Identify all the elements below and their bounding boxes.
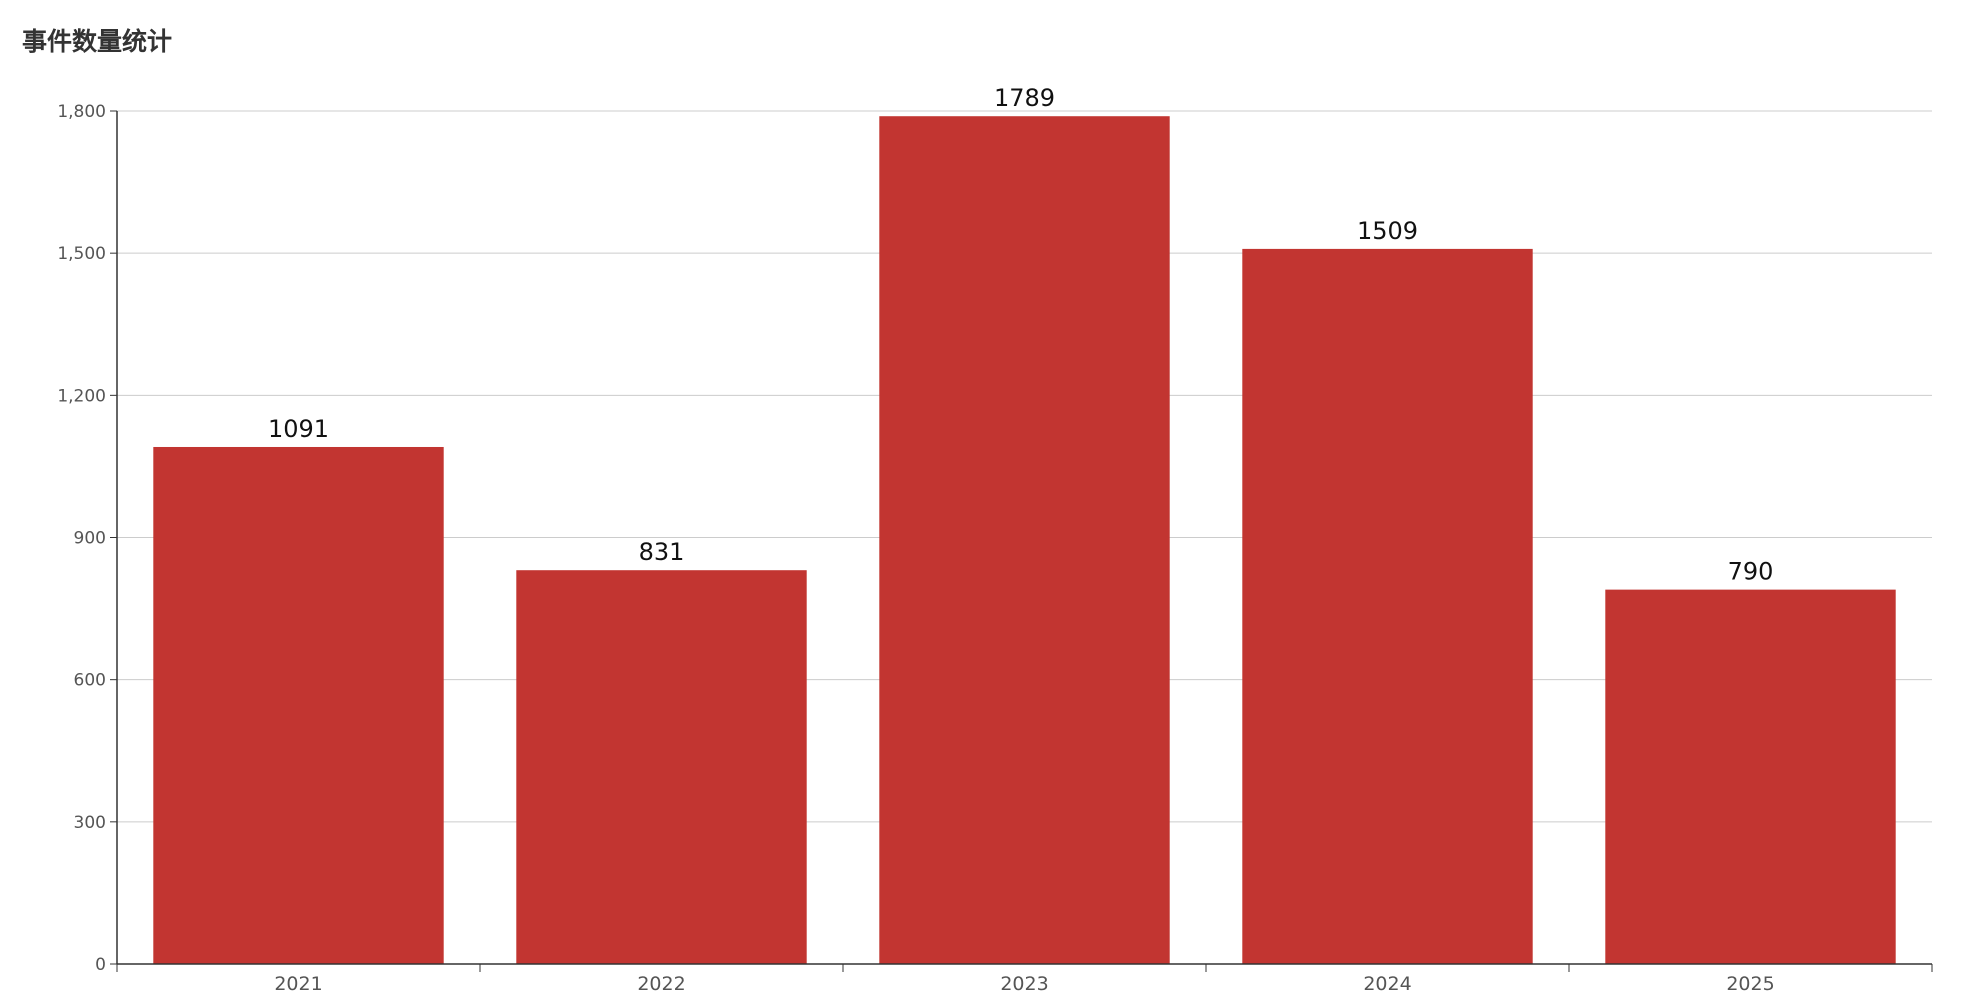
x-tick-label: 2022 (637, 973, 685, 995)
x-tick-label: 2023 (1000, 973, 1048, 995)
bar (516, 570, 807, 964)
y-axis-ticks: 0 300 600 900 1,200 1,500 1,800 (57, 102, 117, 975)
y-tick-label: 1,200 (57, 386, 106, 406)
bar-value-label: 1509 (1357, 217, 1418, 245)
bar-value-label: 790 (1728, 558, 1774, 586)
y-tick-label: 0 (95, 955, 106, 975)
y-tick-label: 1,800 (57, 102, 106, 122)
y-tick-label: 300 (74, 813, 106, 833)
chart-title: 事件数量统计 (22, 27, 173, 56)
y-tick-label: 1,500 (57, 244, 106, 264)
data-labels: 1091 831 1789 1509 790 (268, 84, 1773, 585)
bar-value-label: 1091 (268, 415, 329, 443)
x-tick-label: 2025 (1726, 973, 1774, 995)
bar (879, 116, 1170, 965)
bar-value-label: 831 (639, 538, 685, 566)
y-tick-label: 900 (74, 529, 106, 549)
y-tick-label: 600 (74, 671, 106, 691)
x-tick-label: 2021 (274, 973, 322, 995)
bar (153, 446, 444, 965)
bar (1605, 589, 1896, 964)
bar (1242, 248, 1533, 964)
bars (153, 116, 1896, 965)
bar-value-label: 1789 (994, 84, 1055, 112)
x-axis-ticks: 2021 2022 2023 2024 2025 (116, 964, 1933, 995)
x-tick-label: 2024 (1363, 973, 1411, 995)
